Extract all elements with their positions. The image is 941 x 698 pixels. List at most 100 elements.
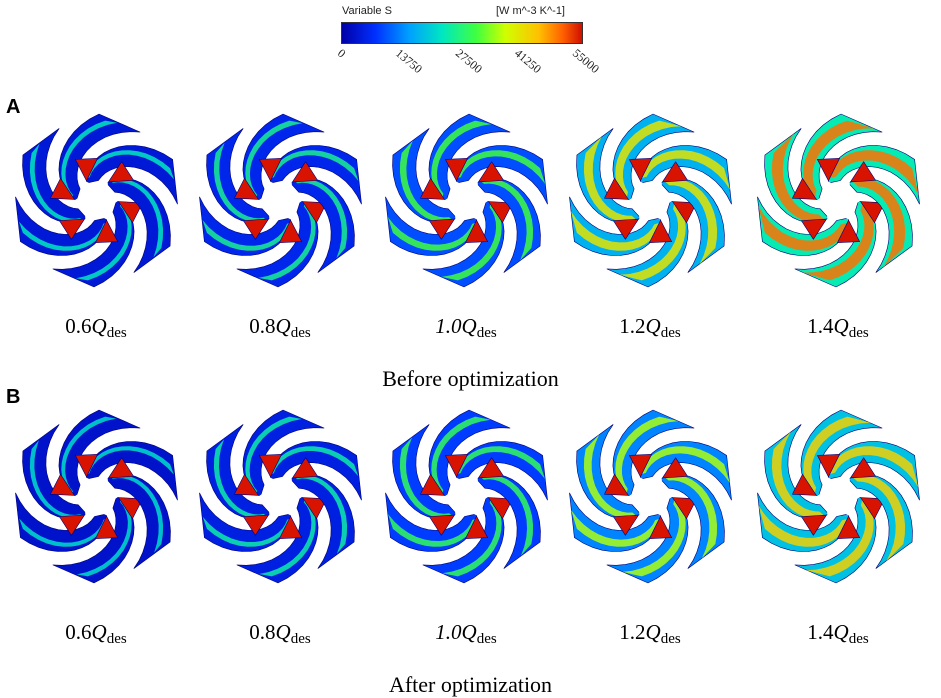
entropy-band xyxy=(76,498,132,577)
inlet-vortex-region xyxy=(428,218,456,240)
entropy-band xyxy=(480,474,534,556)
entropy-band xyxy=(802,202,874,281)
inlet-vortex-region xyxy=(488,201,514,224)
inlet-vortex-region xyxy=(672,497,698,520)
entropy-band xyxy=(771,133,825,223)
flow-coefficient: 0.8 xyxy=(249,620,276,644)
flow-subscript: des xyxy=(848,631,869,647)
flow-rate-label: 1.0Qdes xyxy=(396,620,536,648)
entropy-band xyxy=(664,178,718,265)
inlet-vortex-region xyxy=(258,157,283,182)
entropy-band xyxy=(245,120,303,199)
entropy-band xyxy=(86,150,175,180)
impeller-panel xyxy=(746,404,931,589)
flow-coefficient: 1.4 xyxy=(807,620,834,644)
inlet-vortex-region xyxy=(488,497,514,520)
impeller-contour xyxy=(569,113,732,288)
impeller-hub xyxy=(628,181,673,220)
entropy-band xyxy=(828,446,919,488)
caption-after: After optimization xyxy=(388,672,553,697)
flow-coefficient: 1.0 xyxy=(435,620,462,644)
inlet-vortex-region xyxy=(242,514,270,536)
entropy-band xyxy=(29,440,83,519)
impeller-panel xyxy=(188,108,373,293)
inlet-vortex-region xyxy=(603,473,629,496)
entropy-band xyxy=(583,136,637,223)
entropy-band xyxy=(828,150,919,196)
legend-tick: 27500 xyxy=(453,46,485,77)
flow-subscript: des xyxy=(106,631,127,647)
flow-subscript: des xyxy=(106,325,127,341)
impeller-contour xyxy=(385,113,548,288)
entropy-band xyxy=(18,221,107,251)
entropy-band xyxy=(75,202,132,281)
flow-rate-label: 0.8Qdes xyxy=(210,620,350,648)
entropy-band xyxy=(213,142,267,223)
impeller-contour xyxy=(569,409,732,584)
inlet-vortex-region xyxy=(791,177,817,200)
entropy-band xyxy=(640,446,730,483)
inlet-vortex-region xyxy=(628,157,653,182)
entropy-band xyxy=(619,202,686,281)
legend-tick: 13750 xyxy=(393,46,425,77)
impeller-hub xyxy=(444,477,489,516)
flow-subscript: des xyxy=(848,325,869,341)
flow-rate-label: 1.0Qdes xyxy=(396,314,536,342)
flow-rate-label: 0.6Qdes xyxy=(26,314,166,342)
flow-rate-label: 1.2Qdes xyxy=(580,620,720,648)
inlet-vortex-region xyxy=(628,453,653,478)
inlet-vortex-region xyxy=(302,201,328,224)
impeller-panel xyxy=(374,108,559,293)
inlet-vortex-region xyxy=(661,161,689,183)
legend-tick: 55000 xyxy=(570,46,602,77)
inlet-vortex-region xyxy=(278,515,303,540)
entropy-band xyxy=(110,178,164,258)
inlet-vortex-region xyxy=(444,157,469,182)
inlet-vortex-region xyxy=(107,161,135,183)
impeller-hub xyxy=(258,181,303,220)
entropy-band xyxy=(19,518,107,547)
flow-symbol: Q xyxy=(275,620,291,644)
inlet-vortex-region xyxy=(74,453,99,478)
inlet-vortex-region xyxy=(428,514,456,536)
entropy-band xyxy=(29,143,83,223)
inlet-vortex-region xyxy=(94,219,119,244)
entropy-band xyxy=(456,446,546,480)
flow-coefficient: 1.0 xyxy=(435,314,462,338)
inlet-vortex-region xyxy=(672,201,698,224)
inlet-vortex-region xyxy=(477,457,505,479)
entropy-band xyxy=(387,513,477,547)
inlet-vortex-region xyxy=(118,497,144,520)
inlet-vortex-region xyxy=(258,453,283,478)
flow-subscript: des xyxy=(660,631,681,647)
inlet-vortex-region xyxy=(800,218,828,240)
impeller-contour xyxy=(199,409,362,584)
inlet-vortex-region xyxy=(302,497,328,520)
inlet-vortex-region xyxy=(860,201,886,224)
legend-tick: 0 xyxy=(335,46,349,61)
flow-symbol: Q xyxy=(645,314,661,338)
inlet-vortex-region xyxy=(291,161,319,183)
impeller-hub xyxy=(74,181,119,220)
impeller-contour xyxy=(199,113,362,288)
inlet-vortex-region xyxy=(49,177,75,200)
inlet-vortex-region xyxy=(419,473,445,496)
entropy-band xyxy=(245,416,302,495)
entropy-band xyxy=(213,439,267,519)
flow-symbol: Q xyxy=(461,314,477,338)
impeller-hub xyxy=(816,181,861,220)
flow-subscript: des xyxy=(290,631,311,647)
entropy-band xyxy=(270,446,359,477)
inlet-vortex-region xyxy=(278,219,303,244)
impeller-contour xyxy=(15,409,178,584)
entropy-band xyxy=(852,474,906,562)
inlet-vortex-region xyxy=(836,219,861,244)
inlet-vortex-region xyxy=(233,177,259,200)
inlet-vortex-region xyxy=(464,515,489,540)
flow-rate-label: 0.8Qdes xyxy=(210,314,350,342)
entropy-band xyxy=(202,220,291,251)
inlet-vortex-region xyxy=(444,453,469,478)
inlet-vortex-region xyxy=(291,457,319,479)
inlet-vortex-region xyxy=(648,219,673,244)
entropy-band xyxy=(294,474,348,554)
